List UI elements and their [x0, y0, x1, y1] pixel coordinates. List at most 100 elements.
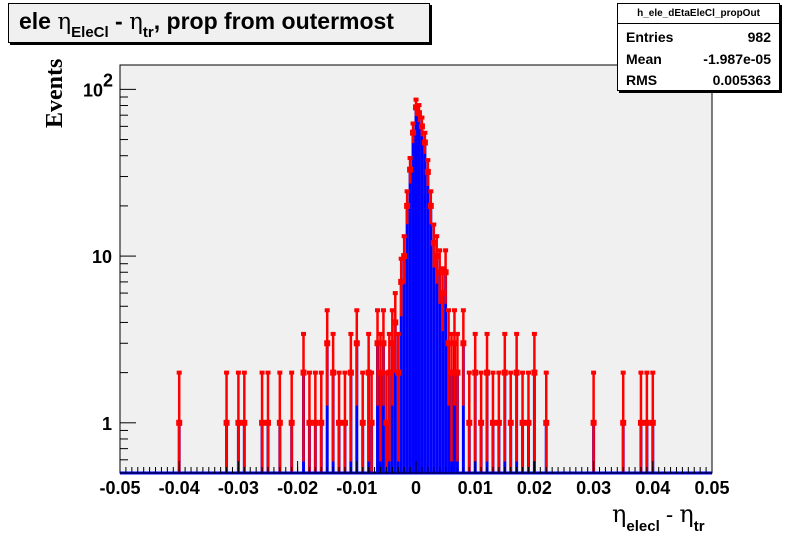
data-point-marker: [637, 419, 644, 426]
x-tick-label: -0.04: [159, 478, 200, 498]
data-point-marker: [176, 419, 183, 426]
error-bar-cap: [446, 308, 452, 313]
data-point-marker: [312, 419, 319, 426]
error-bar-cap: [454, 331, 460, 336]
data-point-marker: [374, 340, 381, 347]
histogram-bar: [426, 171, 430, 473]
data-point-marker: [365, 369, 372, 376]
data-point-marker: [347, 369, 354, 376]
data-point-marker: [300, 369, 307, 376]
error-bar-cap: [380, 308, 386, 313]
title-eta-symbol: η: [57, 9, 72, 35]
data-point-marker: [424, 168, 431, 175]
data-point-marker: [276, 419, 283, 426]
stats-rms-value: 0.005363: [712, 72, 771, 88]
data-point-marker: [643, 419, 650, 426]
stats-rms-label: RMS: [626, 72, 658, 88]
data-point-marker: [460, 340, 467, 347]
data-point-marker: [507, 419, 514, 426]
stats-mean-value: -1.987e-05: [703, 51, 771, 67]
data-point-marker: [590, 419, 597, 426]
error-bar-cap: [440, 266, 446, 271]
stats-box: h_ele_dEtaEleCl_propOut Entries 982 Mean…: [617, 3, 780, 91]
title-subscript-tr: tr: [142, 24, 154, 41]
error-bar-cap: [410, 121, 416, 126]
error-bar-cap: [650, 370, 656, 375]
error-bar-cap: [395, 331, 401, 336]
data-point-marker: [620, 419, 627, 426]
x-axis-label: ηelecl - ηtr: [612, 500, 705, 535]
error-bar-cap: [289, 370, 295, 375]
error-bar-cap: [428, 189, 434, 194]
histogram-bar: [325, 343, 329, 473]
error-bar-cap: [176, 370, 182, 375]
stats-row-rms: RMS 0.005363: [626, 72, 771, 94]
error-bar-cap: [348, 331, 354, 336]
stats-row-entries: Entries 982: [626, 29, 771, 51]
data-point-marker: [427, 202, 434, 209]
data-point-marker: [383, 419, 390, 426]
data-point-marker: [386, 369, 393, 376]
stats-entries-value: 982: [747, 29, 771, 45]
error-bar-cap: [443, 248, 449, 253]
error-bar-cap: [496, 370, 502, 375]
x-tick-label: 0: [411, 478, 421, 498]
data-point-marker: [436, 269, 443, 276]
data-point-marker: [407, 166, 414, 173]
x-tick-label: -0.01: [336, 478, 377, 498]
data-point-marker: [495, 419, 502, 426]
title-prefix: ele: [19, 8, 58, 34]
error-bar-cap: [407, 156, 413, 161]
histogram-bar: [429, 205, 433, 473]
histogram-bar: [399, 281, 403, 473]
error-bar-cap: [259, 370, 265, 375]
data-point-marker: [288, 419, 295, 426]
error-bar-cap: [472, 331, 478, 336]
error-bar-cap: [437, 248, 443, 253]
data-point-marker: [410, 129, 417, 136]
data-point-marker: [649, 419, 656, 426]
stats-row-mean: Mean -1.987e-05: [626, 51, 771, 73]
histogram-bar: [393, 322, 397, 473]
error-bar-cap: [401, 234, 407, 239]
stats-entries-label: Entries: [626, 29, 674, 45]
histogram-bar: [447, 343, 451, 473]
data-point-marker: [341, 419, 348, 426]
data-point-marker: [466, 419, 473, 426]
histogram-bar: [376, 343, 379, 473]
histogram-bar: [444, 272, 448, 473]
error-bar-cap: [620, 370, 626, 375]
error-bar-cap: [235, 370, 241, 375]
x-tick-label: 0.01: [458, 478, 493, 498]
data-point-marker: [525, 419, 532, 426]
error-bar-cap: [425, 158, 431, 163]
error-bar-cap: [484, 331, 490, 336]
data-point-marker: [445, 340, 452, 347]
y-tick-label-exponent: 2: [103, 70, 113, 90]
error-bar-cap: [591, 370, 597, 375]
histogram-bar: [461, 343, 465, 473]
x-tick-label: 0.02: [517, 478, 552, 498]
histogram-bar: [432, 242, 436, 473]
x-label-eta: η: [612, 500, 627, 528]
error-bar-cap: [525, 370, 531, 375]
error-bar-cap: [360, 370, 366, 375]
histogram-bar: [414, 107, 418, 474]
error-bar-cap: [460, 308, 466, 313]
title-suffix: , prop from outermost: [153, 8, 394, 34]
histogram-bar: [438, 272, 442, 473]
error-bar-cap: [301, 331, 307, 336]
histogram-bar: [405, 205, 409, 473]
error-bar-cap: [431, 222, 437, 227]
error-bar-cap: [377, 331, 383, 336]
data-point-marker: [430, 239, 437, 246]
data-point-marker: [519, 419, 526, 426]
stats-mean-label: Mean: [626, 51, 662, 67]
data-point-marker: [472, 369, 479, 376]
data-point-marker: [413, 104, 419, 111]
error-bar-cap: [520, 370, 526, 375]
error-bar-cap: [502, 331, 508, 336]
x-tick-label: 0.03: [576, 478, 611, 498]
error-bar-cap: [404, 189, 410, 194]
title-eta-symbol-2: η: [129, 9, 143, 35]
